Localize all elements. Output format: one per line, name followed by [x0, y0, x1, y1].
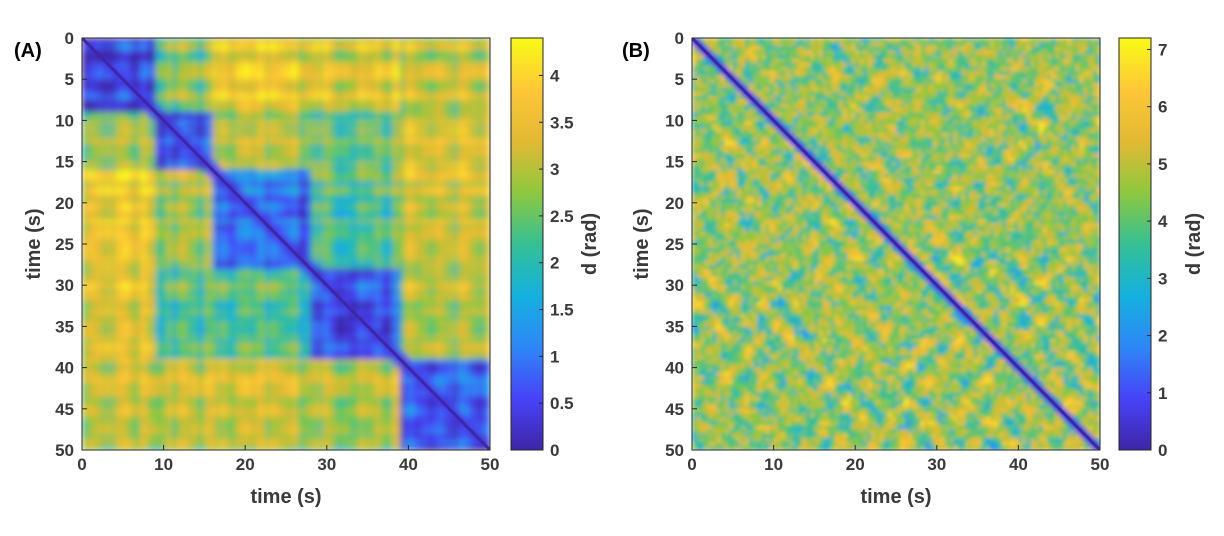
colorbar-b-label: d (rad) — [1183, 213, 1205, 275]
heatmap-b-y-ticks: 0 5 10 15 20 25 30 35 40 45 50 — [665, 29, 697, 460]
x-tick-label: 0 — [77, 455, 86, 474]
colorbar-tick-label: 5 — [1158, 155, 1167, 174]
x-tick-label: 20 — [236, 455, 255, 474]
y-tick-label: 15 — [55, 153, 74, 172]
colorbar-tick-label: 3 — [550, 160, 559, 179]
heatmap-b-x-ticks: 0 10 20 30 40 50 — [687, 445, 1109, 474]
colorbar-tick-label: 6 — [1158, 98, 1167, 117]
y-tick-label: 35 — [55, 317, 74, 336]
heatmap-a-x-ticks: 0 10 20 30 40 50 — [77, 445, 499, 474]
heatmap-a-ylabel: time (s) — [23, 208, 45, 279]
heatmap-b-ylabel: time (s) — [631, 208, 653, 279]
y-tick-label: 10 — [55, 111, 74, 130]
y-tick-label: 40 — [55, 359, 74, 378]
y-tick-label: 0 — [675, 29, 684, 48]
y-tick-label: 45 — [55, 400, 74, 419]
heatmap-a-xlabel: time (s) — [250, 486, 321, 508]
y-tick-label: 50 — [665, 441, 684, 460]
y-tick-label: 15 — [665, 153, 684, 172]
heatmap-b-diagonal — [692, 38, 1100, 450]
panel-b-label: (B) — [622, 40, 650, 62]
colorbar-tick-label: 3.5 — [550, 113, 574, 132]
heatmap-b-xlabel: time (s) — [860, 486, 931, 508]
x-tick-label: 10 — [154, 455, 173, 474]
heatmap-a-diagonal — [82, 38, 490, 450]
y-tick-label: 5 — [675, 70, 684, 89]
heatmap-a — [82, 38, 490, 450]
colorbar-tick-label: 1 — [1158, 384, 1167, 403]
y-tick-label: 30 — [55, 276, 74, 295]
colorbar-tick-label: 7 — [1158, 40, 1167, 59]
y-tick-label: 40 — [665, 359, 684, 378]
x-tick-label: 20 — [846, 455, 865, 474]
colorbar-b — [1118, 37, 1152, 451]
y-tick-label: 45 — [665, 400, 684, 419]
y-tick-label: 25 — [665, 235, 684, 254]
x-tick-label: 50 — [1091, 455, 1110, 474]
colorbar-b-ticks: 0 1 2 3 4 5 6 7 — [1147, 40, 1168, 460]
y-tick-label: 0 — [65, 29, 74, 48]
y-tick-label: 50 — [55, 441, 74, 460]
colorbar-tick-label: 0 — [1158, 441, 1167, 460]
colorbar-tick-label: 0.5 — [550, 394, 574, 413]
colorbar-tick-label: 2.5 — [550, 207, 574, 226]
heatmap-a-y-ticks: 0 5 10 15 20 25 30 35 40 45 50 — [55, 29, 87, 460]
colorbar-tick-label: 4 — [550, 66, 560, 85]
x-tick-label: 0 — [687, 455, 696, 474]
colorbar-tick-label: 0 — [550, 441, 559, 460]
colorbar-a — [510, 37, 544, 451]
y-tick-label: 35 — [665, 317, 684, 336]
y-tick-label: 20 — [665, 194, 684, 213]
x-tick-label: 30 — [317, 455, 336, 474]
colorbar-tick-label: 1.5 — [550, 301, 574, 320]
colorbar-tick-label: 1 — [550, 347, 559, 366]
colorbar-a-label: d (rad) — [579, 213, 601, 275]
colorbar-tick-label: 2 — [550, 254, 559, 273]
x-tick-label: 40 — [399, 455, 418, 474]
x-tick-label: 40 — [1009, 455, 1028, 474]
x-tick-label: 50 — [481, 455, 500, 474]
heatmap-b — [692, 38, 1100, 450]
colorbar-tick-label: 3 — [1158, 269, 1167, 288]
y-tick-label: 30 — [665, 276, 684, 295]
colorbar-tick-label: 2 — [1158, 327, 1167, 346]
y-tick-label: 25 — [55, 235, 74, 254]
y-tick-label: 10 — [665, 111, 684, 130]
x-tick-label: 30 — [927, 455, 946, 474]
colorbar-a-ticks: 0 0.5 1 1.5 2 2.5 3 3.5 4 — [539, 66, 574, 460]
y-tick-label: 20 — [55, 194, 74, 213]
colorbar-tick-label: 4 — [1158, 212, 1168, 231]
y-tick-label: 5 — [65, 70, 74, 89]
x-tick-label: 10 — [764, 455, 783, 474]
panel-a-label: (A) — [14, 40, 42, 62]
